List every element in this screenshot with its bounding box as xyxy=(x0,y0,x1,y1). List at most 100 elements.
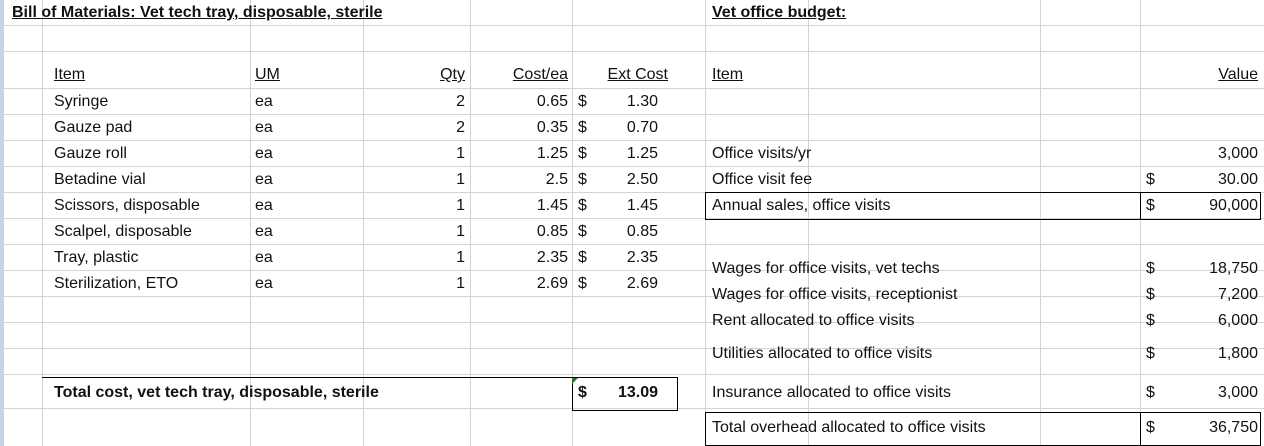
total-top-border xyxy=(42,377,572,378)
annual-sales-divider xyxy=(1140,192,1141,219)
budget-label[interactable]: Total overhead allocated to office visit… xyxy=(712,419,986,436)
budget-label[interactable]: Wages for office visits, receptionist xyxy=(712,286,958,303)
bom-item[interactable]: Gauze roll xyxy=(54,145,127,162)
bom-cost[interactable]: 1.45 xyxy=(536,197,568,214)
bom-um[interactable]: ea xyxy=(255,275,273,292)
bom-ext[interactable]: 2.50 xyxy=(626,171,658,188)
bom-um[interactable]: ea xyxy=(255,145,273,162)
budget-label[interactable]: Insurance allocated to office visits xyxy=(712,384,951,401)
bom-header-ext: Ext Cost xyxy=(607,66,668,83)
gridline xyxy=(4,408,1264,409)
gridline xyxy=(572,0,573,446)
bom-um[interactable]: ea xyxy=(255,119,273,136)
budget-value[interactable]: 3,000 xyxy=(1217,145,1258,162)
budget-value[interactable]: 6,000 xyxy=(1217,312,1258,329)
budget-value[interactable]: 90,000 xyxy=(1209,197,1258,214)
bom-qty[interactable]: 1 xyxy=(456,275,465,292)
bom-ext[interactable]: 2.35 xyxy=(626,249,658,266)
gridline xyxy=(42,0,43,446)
budget-label[interactable]: Annual sales, office visits xyxy=(712,197,891,214)
gridline xyxy=(1040,0,1041,446)
bom-um[interactable]: ea xyxy=(255,197,273,214)
bom-um[interactable]: ea xyxy=(255,93,273,110)
bom-qty[interactable]: 1 xyxy=(456,197,465,214)
bom-cost[interactable]: 2.35 xyxy=(536,249,568,266)
gridline xyxy=(4,114,1264,115)
gridline xyxy=(808,0,809,446)
bom-cost[interactable]: 2.69 xyxy=(536,275,568,292)
budget-currency: $ xyxy=(1146,286,1155,303)
budget-currency: $ xyxy=(1146,197,1155,214)
gridline xyxy=(1140,0,1141,446)
bom-total-value[interactable]: 13.09 xyxy=(617,384,658,401)
bom-total-label[interactable]: Total cost, vet tech tray, disposable, s… xyxy=(54,384,379,401)
gridline xyxy=(4,25,1264,26)
gridline xyxy=(4,322,1264,323)
bom-qty[interactable]: 2 xyxy=(456,119,465,136)
gridline xyxy=(705,0,706,446)
bom-qty[interactable]: 2 xyxy=(456,93,465,110)
bom-um[interactable]: ea xyxy=(255,171,273,188)
bom-ext[interactable]: 0.70 xyxy=(626,119,658,136)
gridline xyxy=(4,374,1264,375)
bom-cost[interactable]: 0.65 xyxy=(536,93,568,110)
bom-item[interactable]: Betadine vial xyxy=(54,171,146,188)
budget-label[interactable]: Utilities allocated to office visits xyxy=(712,345,933,362)
gridline xyxy=(4,192,1264,193)
bom-currency: $ xyxy=(578,223,587,240)
budget-value[interactable]: 7,200 xyxy=(1217,286,1258,303)
bom-item[interactable]: Sterilization, ETO xyxy=(54,275,179,292)
bom-qty[interactable]: 1 xyxy=(456,223,465,240)
bom-currency: $ xyxy=(578,171,587,188)
budget-value[interactable]: 1,800 xyxy=(1217,345,1258,362)
bom-header-um: UM xyxy=(255,66,280,83)
budget-value[interactable]: 30.00 xyxy=(1217,171,1258,188)
gridline xyxy=(4,244,1264,245)
bom-currency: $ xyxy=(578,119,587,136)
budget-header-value: Value xyxy=(1218,66,1258,83)
bom-item[interactable]: Syringe xyxy=(54,93,109,110)
gridline xyxy=(4,88,1264,89)
bom-qty[interactable]: 1 xyxy=(456,171,465,188)
gridline xyxy=(4,140,1264,141)
bom-total-currency: $ xyxy=(578,384,587,401)
bom-currency: $ xyxy=(578,197,587,214)
budget-value[interactable]: 3,000 xyxy=(1217,384,1258,401)
budget-title: Vet office budget: xyxy=(712,4,847,21)
bom-currency: $ xyxy=(578,275,587,292)
bom-ext[interactable]: 1.30 xyxy=(626,93,658,110)
bom-qty[interactable]: 1 xyxy=(456,145,465,162)
bom-ext[interactable]: 2.69 xyxy=(626,275,658,292)
budget-label[interactable]: Wages for office visits, vet techs xyxy=(712,260,940,277)
gridline xyxy=(4,348,1264,349)
gridline xyxy=(4,166,1264,167)
bom-ext[interactable]: 1.25 xyxy=(626,145,658,162)
bom-ext[interactable]: 0.85 xyxy=(626,223,658,240)
bom-item[interactable]: Scalpel, disposable xyxy=(54,223,192,240)
budget-label[interactable]: Office visit fee xyxy=(712,171,813,188)
bom-um[interactable]: ea xyxy=(255,223,273,240)
bom-cost[interactable]: 2.5 xyxy=(545,171,568,188)
sheet-frame-edge xyxy=(0,0,4,446)
bom-cost[interactable]: 0.85 xyxy=(536,223,568,240)
bom-um[interactable]: ea xyxy=(255,249,273,266)
bom-item[interactable]: Gauze pad xyxy=(54,119,133,136)
cell-marker-icon xyxy=(572,378,578,384)
budget-value[interactable]: 18,750 xyxy=(1209,260,1258,277)
budget-label[interactable]: Rent allocated to office visits xyxy=(712,312,915,329)
bom-ext[interactable]: 1.45 xyxy=(626,197,658,214)
gridline xyxy=(250,0,251,446)
bom-cost[interactable]: 0.35 xyxy=(536,119,568,136)
budget-value[interactable]: 36,750 xyxy=(1209,419,1258,436)
bom-header-cost: Cost/ea xyxy=(512,66,568,83)
budget-currency: $ xyxy=(1146,384,1155,401)
bom-item[interactable]: Scissors, disposable xyxy=(54,197,200,214)
bom-cost[interactable]: 1.25 xyxy=(536,145,568,162)
bom-qty[interactable]: 1 xyxy=(456,249,465,266)
budget-label[interactable]: Office visits/yr xyxy=(712,145,812,162)
bom-item[interactable]: Tray, plastic xyxy=(54,249,139,266)
bom-header-qty: Qty xyxy=(440,66,465,83)
budget-currency: $ xyxy=(1146,419,1155,436)
total-value-box xyxy=(572,377,678,411)
